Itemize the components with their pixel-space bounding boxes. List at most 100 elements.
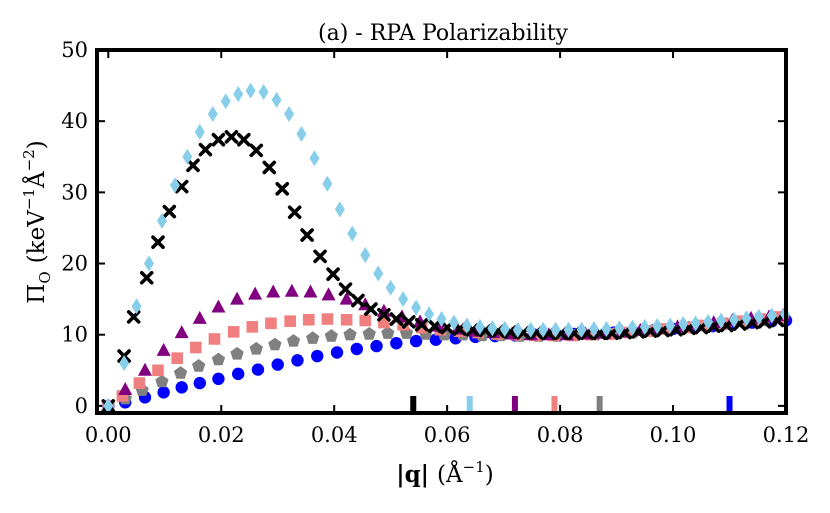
x-label-close: ) [485, 462, 494, 488]
salmon-squares-point [133, 377, 146, 389]
gray-pentagons-point [286, 334, 301, 347]
light-blue-diamonds-point [601, 321, 612, 338]
light-blue-diamonds-point [448, 314, 459, 331]
annotation-layer [410, 396, 733, 411]
salmon-squares-point [190, 341, 202, 354]
y-label-unit2: Å [22, 171, 50, 189]
y-label-sup2: −2 [20, 149, 38, 171]
light-blue-diamonds-point [753, 308, 764, 325]
blue-circles-point [370, 339, 383, 353]
light-blue-diamonds-point [639, 318, 650, 335]
light-blue-diamonds-point [373, 265, 384, 282]
black-crosses-point [237, 132, 251, 147]
threshold-marker [410, 396, 417, 411]
x-tick-label: 0.10 [650, 423, 697, 447]
light-blue-diamonds-point [143, 255, 154, 272]
x-label-unit: Å [445, 460, 463, 488]
black-crosses-point [313, 249, 327, 264]
x-tick-label: 0.02 [198, 423, 245, 447]
black-crosses-point [224, 130, 239, 144]
y-tick-label: 50 [61, 38, 88, 62]
light-blue-diamonds-point [411, 299, 422, 316]
light-blue-diamonds-point [194, 123, 205, 140]
black-crosses-point [262, 160, 277, 175]
light-blue-diamonds-point [588, 321, 599, 338]
light-blue-diamonds-point [182, 148, 193, 165]
purple-triangles-point [321, 287, 336, 301]
purple-triangles-point [211, 299, 226, 313]
black-crosses-point [139, 270, 154, 285]
purple-triangles-point [192, 310, 207, 324]
y-tick-label: 20 [61, 252, 88, 276]
light-blue-diamonds-point [576, 321, 587, 338]
x-tick-label: 0.12 [763, 423, 810, 447]
light-blue-diamonds-point [322, 175, 333, 192]
salmon-squares-point [302, 313, 315, 326]
gray-pentagons-point [306, 331, 320, 344]
threshold-marker [511, 396, 518, 411]
light-blue-diamonds-point [258, 83, 269, 100]
light-blue-diamonds-point [614, 320, 625, 337]
light-blue-diamonds-point [665, 317, 676, 334]
black-crosses-point [414, 317, 429, 332]
salmon-squares-point [623, 326, 635, 339]
x-tick-label: 0.00 [85, 423, 132, 447]
light-blue-diamonds-point [499, 321, 510, 338]
tick-marks [97, 49, 787, 413]
x-label-open: ( [437, 462, 446, 488]
salmon-squares-point [321, 313, 334, 325]
light-blue-diamonds-point [563, 321, 574, 338]
salmon-squares-point [246, 321, 259, 333]
light-blue-diamonds-point [245, 82, 256, 99]
x-tick-labels: 0.00 0.02 0.04 0.06 0.08 0.10 0.12 [85, 423, 809, 447]
light-blue-diamonds-point [309, 150, 320, 167]
threshold-marker [596, 396, 603, 411]
black-crosses-point [401, 315, 416, 329]
light-blue-diamonds-point [766, 307, 777, 324]
light-blue-diamonds-point [284, 106, 295, 123]
light-blue-diamonds-point [220, 93, 231, 110]
salmon-squares-point [415, 321, 428, 334]
light-blue-diamonds-point [233, 86, 244, 103]
blue-circles-point [390, 337, 403, 350]
light-blue-diamonds-point [627, 319, 638, 336]
y-tick-label: 30 [61, 180, 88, 204]
y-tick-label: 10 [61, 323, 88, 347]
black-crosses-point [351, 293, 365, 308]
light-blue-diamonds-point [716, 312, 727, 329]
salmon-squares-point [359, 314, 372, 327]
blue-circles-point [429, 333, 443, 346]
blue-circles-point [251, 363, 265, 376]
light-blue-diamonds-point [538, 321, 549, 338]
salmon-squares-point [116, 390, 129, 402]
black-crosses-point [364, 302, 378, 316]
light-blue-diamonds-point [474, 318, 485, 335]
black-crosses-point [249, 143, 264, 158]
light-blue-diamonds-point [678, 316, 689, 333]
light-blue-diamonds-point [360, 246, 371, 263]
light-blue-diamonds-point [347, 225, 358, 242]
x-tick-label: 0.08 [537, 423, 584, 447]
gray-pentagons-point [173, 366, 188, 379]
y-label-open: ( [24, 254, 50, 263]
light-blue-diamonds-point [334, 201, 345, 218]
black-crosses-point [326, 267, 340, 282]
blue-circles-point [157, 386, 170, 399]
black-crosses-point [377, 307, 391, 322]
light-blue-diamonds-point [131, 298, 142, 315]
black-crosses-point [427, 319, 442, 333]
blue-circles-point [231, 367, 245, 381]
y-label-sup1: −1 [20, 188, 38, 210]
x-label-main: |q| [396, 461, 429, 488]
gray-pentagons-point [230, 346, 244, 360]
y-axis-label: ΠO (keV−1Å−2) [20, 140, 54, 303]
light-blue-diamonds-point [487, 320, 498, 337]
series-purple-triangles [101, 283, 791, 412]
gray-pentagons-point [324, 329, 338, 342]
light-blue-diamonds-point [103, 397, 114, 414]
blue-circles-point [291, 354, 304, 367]
light-blue-diamonds-point [703, 313, 714, 330]
salmon-squares-point [641, 325, 654, 337]
plot-frame [95, 48, 788, 415]
light-blue-diamonds-point [436, 311, 447, 328]
